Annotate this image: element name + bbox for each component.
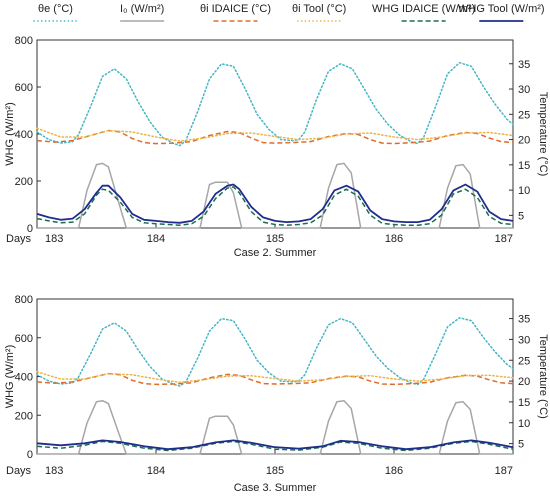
series-line-theta-i-tool: [36, 127, 514, 142]
x-axis-prefix: Days: [6, 233, 32, 245]
legend-label: θi IDAICE (°C): [200, 3, 271, 15]
series-line-I0: [37, 162, 513, 229]
y-axis-right-title: Temperature (°C): [537, 92, 549, 176]
right-tick-label: 35: [518, 314, 530, 326]
legend-label: I₀ (W/m²): [120, 3, 164, 15]
x-tick-label: 187: [495, 233, 513, 245]
right-tick-label: 15: [518, 160, 530, 172]
left-tick-label: 0: [27, 449, 33, 461]
right-tick-label: 25: [518, 355, 530, 367]
legend-label: WHG Tool (W/m²): [458, 3, 545, 15]
right-tick-label: 15: [518, 397, 530, 409]
series-line-I0: [37, 399, 513, 455]
right-tick-label: 5: [518, 439, 524, 451]
x-tick-label: 183: [45, 465, 63, 477]
x-tick-label: 185: [266, 465, 284, 477]
series-line-theta-e: [36, 61, 514, 147]
x-tick-label: 186: [385, 465, 403, 477]
legend-entry: WHG IDAICE (W/m²): [372, 3, 475, 22]
chart-panel-case-2: 0 200 400 600 800 5 10 15 20 25 30 35 183 184 185 186 18…: [4, 35, 549, 259]
series-line-theta-e: [36, 317, 514, 387]
right-tick-label: 5: [518, 210, 524, 222]
left-tick-label: 600: [15, 333, 33, 345]
series-line-theta-i-tool: [36, 371, 514, 384]
x-tick-label: 183: [45, 233, 63, 245]
right-tick-label: 30: [518, 84, 530, 96]
left-tick-label: 600: [15, 82, 33, 94]
legend-label: θi Tool (°C): [292, 3, 346, 15]
left-tick-label: 200: [15, 410, 33, 422]
legend-label: θe (°C): [38, 3, 73, 15]
series-line-whg-tool: [36, 439, 514, 451]
legend-entry: WHG Tool (W/m²): [458, 3, 545, 22]
legend-entry: θi Tool (°C): [292, 3, 346, 22]
right-tick-label: 20: [518, 376, 530, 388]
chart-caption: Case 2. Summer: [234, 247, 317, 259]
right-tick-label: 10: [518, 418, 530, 430]
x-tick-label: 184: [147, 233, 165, 245]
series-line-theta-i-idaice: [36, 129, 514, 145]
chart-caption: Case 3. Summer: [234, 482, 317, 494]
legend-label: WHG IDAICE (W/m²): [372, 3, 475, 15]
right-tick-label: 10: [518, 185, 530, 197]
y-axis-right-title: Temperature (°C): [537, 334, 549, 418]
x-tick-label: 185: [266, 233, 284, 245]
left-tick-label: 200: [15, 176, 33, 188]
left-tick-label: 800: [15, 294, 33, 306]
right-tick-label: 20: [518, 135, 530, 147]
left-tick-label: 800: [15, 35, 33, 47]
legend-entry: θi IDAICE (°C): [200, 3, 271, 22]
x-tick-label: 186: [385, 233, 403, 245]
left-tick-label: 400: [15, 129, 33, 141]
chart-panel-case-3: 0 200 400 600 800 5 10 15 20 25 30 35 183 184 185 186 18…: [4, 294, 549, 494]
series-line-whg-idaice: [36, 440, 514, 452]
x-tick-label: 187: [495, 465, 513, 477]
legend-entry: θe (°C): [33, 3, 78, 22]
y-axis-left-title: WHG (W/m²): [4, 345, 16, 409]
legend-entry: I₀ (W/m²): [120, 3, 164, 22]
right-tick-label: 25: [518, 109, 530, 121]
left-tick-label: 400: [15, 372, 33, 384]
right-tick-label: 30: [518, 334, 530, 346]
x-tick-label: 184: [147, 465, 165, 477]
y-axis-left-title: WHG (W/m²): [4, 102, 16, 166]
series-line-whg-tool: [36, 183, 514, 224]
left-tick-label: 0: [27, 223, 33, 235]
legend: θe (°C) I₀ (W/m²) θi IDAICE (°C) θi Tool (°…: [33, 3, 545, 22]
x-axis-prefix: Days: [6, 465, 32, 477]
right-tick-label: 35: [518, 59, 530, 71]
